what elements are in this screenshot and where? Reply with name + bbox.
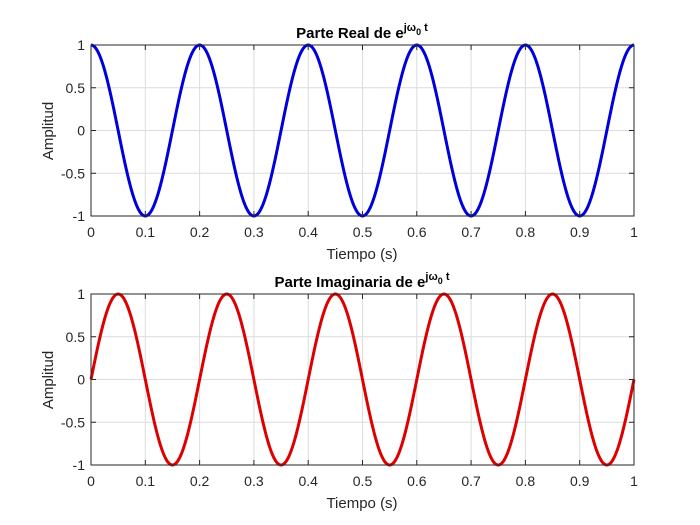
- x-tick-label: 0.9: [570, 473, 590, 489]
- x-tick-label: 0.3: [244, 473, 264, 489]
- title-text: Parte Real de e: [296, 25, 404, 42]
- title-exponent-tail: t: [421, 22, 428, 34]
- ticks: 0 0.1 0.2 0.3 0.4 0.5 0.6 0.7 0.8 0.9 1 1 0.5 0 -0.5 -1: [61, 37, 638, 240]
- title-exponent: jω: [424, 271, 437, 283]
- y-axis-label: Amplitud: [40, 351, 57, 409]
- x-tick-label: 0.2: [190, 224, 210, 240]
- y-axis-label: Amplitud: [40, 102, 57, 160]
- y-tick-label: 1: [77, 37, 85, 53]
- x-axis-label: Tiempo (s): [326, 246, 397, 263]
- x-tick-label: 0.7: [461, 473, 481, 489]
- x-tick-label: 0.8: [516, 224, 536, 240]
- plot-title: Parte Real de ejω0 t: [296, 22, 428, 42]
- x-tick-label: 0.9: [570, 224, 590, 240]
- x-tick-label: 0: [87, 224, 95, 240]
- series-line: [89, 292, 636, 467]
- x-tick-label: 0.1: [136, 473, 156, 489]
- title-exponent-tail: t: [443, 271, 450, 283]
- y-tick-label: -1: [73, 457, 86, 473]
- x-tick-label: 0.5: [353, 473, 373, 489]
- x-axis-label: Tiempo (s): [326, 495, 397, 512]
- x-tick-label: 0.5: [353, 224, 373, 240]
- series-group: [89, 292, 636, 467]
- x-tick-label: 0.1: [136, 224, 156, 240]
- x-tick-label: 0: [87, 473, 95, 489]
- title-text: Parte Imaginaria de e: [274, 274, 425, 291]
- title-exponent-subscript: 0: [438, 276, 443, 286]
- title-exponent: jω: [403, 22, 416, 34]
- subplot-imaginary: Parte Imaginaria de ejω0 t 0 0.1 0.2 0.3 0.4…: [40, 271, 638, 512]
- y-tick-label: 0: [77, 372, 85, 388]
- x-tick-label: 0.4: [298, 224, 318, 240]
- y-tick-label: 0.5: [66, 329, 86, 345]
- y-tick-label: 0: [77, 123, 85, 139]
- y-tick-label: -0.5: [61, 414, 85, 430]
- y-tick-label: -1: [73, 208, 86, 224]
- x-tick-label: 0.8: [516, 473, 536, 489]
- x-tick-label: 0.4: [298, 473, 318, 489]
- x-tick-label: 0.6: [407, 224, 427, 240]
- x-tick-label: 1: [630, 473, 638, 489]
- y-tick-label: 1: [77, 286, 85, 302]
- ticks: 0 0.1 0.2 0.3 0.4 0.5 0.6 0.7 0.8 0.9 1 1 0.5 0 -0.5 -1: [61, 286, 638, 489]
- title-exponent-subscript: 0: [416, 27, 421, 37]
- x-tick-label: 1: [630, 224, 638, 240]
- x-tick-label: 0.3: [244, 224, 264, 240]
- x-tick-label: 0.6: [407, 473, 427, 489]
- y-tick-label: -0.5: [61, 165, 85, 181]
- subplot-real: Parte Real de ejω0 t 0 0.1 0.2 0.3 0.4 0.5 0.6…: [40, 22, 638, 263]
- plot-title: Parte Imaginaria de ejω0 t: [274, 271, 449, 291]
- x-tick-label: 0.7: [461, 224, 481, 240]
- x-tick-label: 0.2: [190, 473, 210, 489]
- y-tick-label: 0.5: [66, 80, 86, 96]
